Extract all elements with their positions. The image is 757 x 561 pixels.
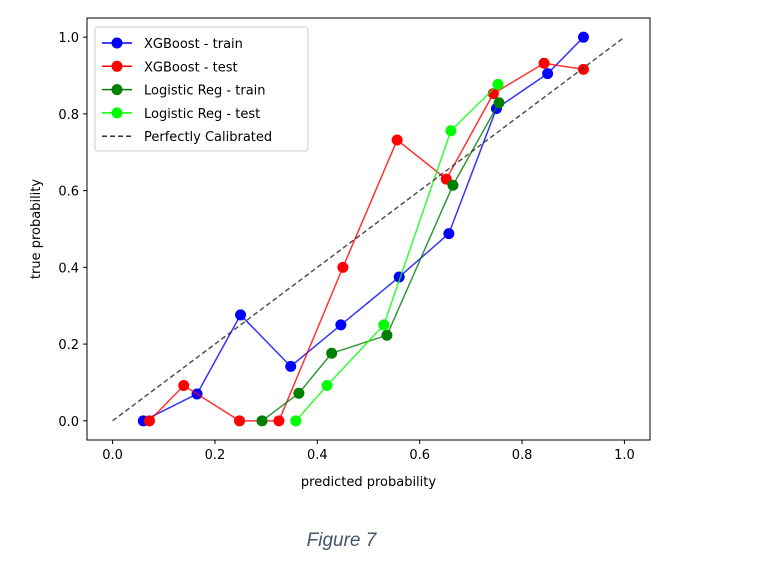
x-tick-label: 0.6 [409,448,430,463]
series-line [142,36,584,422]
data-point [577,63,589,75]
figure-caption: Figure 7 [306,530,377,551]
legend-label: Logistic Reg - train [144,84,266,99]
data-point [337,261,349,273]
data-point [443,228,455,240]
series-perfectly-calibrated [112,36,625,422]
legend-marker [111,37,123,49]
data-point [234,415,246,427]
series-line [261,102,500,422]
data-point [493,97,505,109]
data-point [492,78,504,90]
legend-marker [111,84,123,96]
legend-label: Logistic Reg - test [144,107,260,122]
data-point [143,415,155,427]
series-line [112,36,625,422]
data-point [178,380,190,392]
legend-marker [111,60,123,72]
data-point [538,57,550,69]
data-point [293,387,305,399]
series-logistic-reg-train [256,97,505,427]
x-tick-label: 1.0 [614,448,635,463]
data-point [290,415,302,427]
data-point [235,309,247,321]
data-point [285,360,297,372]
data-point [391,134,403,146]
y-tick-label: 0.2 [58,338,79,353]
x-tick-label: 0.8 [512,448,533,463]
legend-box [94,26,309,152]
legend: XGBoost - train XGBoost - test Logistic Re… [94,26,309,152]
legend-label: XGBoost - test [144,60,238,75]
x-axis-label: predicted probability [301,475,436,490]
y-tick-label: 0.6 [58,185,79,200]
x-tick-label: 0.0 [102,448,123,463]
y-tick-label: 1.0 [58,31,79,46]
data-point [326,347,338,359]
data-point [335,319,347,331]
y-tick-label: 0.8 [58,108,79,123]
data-point [378,319,390,331]
y-tick-label: 0.4 [58,261,79,276]
data-point [542,68,554,80]
series-logistic-reg-test [290,78,504,427]
legend-label: XGBoost - train [144,37,243,52]
data-point [256,415,268,427]
legend-label: Perfectly Calibrated [144,130,272,145]
data-point [381,329,393,341]
series-line [148,62,584,422]
data-point [577,31,589,43]
data-point [445,125,457,137]
y-axis-label: true probability [29,179,44,279]
data-point [447,179,459,191]
data-point [321,380,333,392]
legend-marker [111,107,123,119]
y-tick-label: 0.0 [58,415,79,430]
x-tick-label: 0.4 [307,448,328,463]
data-point [273,415,285,427]
x-tick-label: 0.2 [205,448,226,463]
plot-frame [86,17,651,441]
